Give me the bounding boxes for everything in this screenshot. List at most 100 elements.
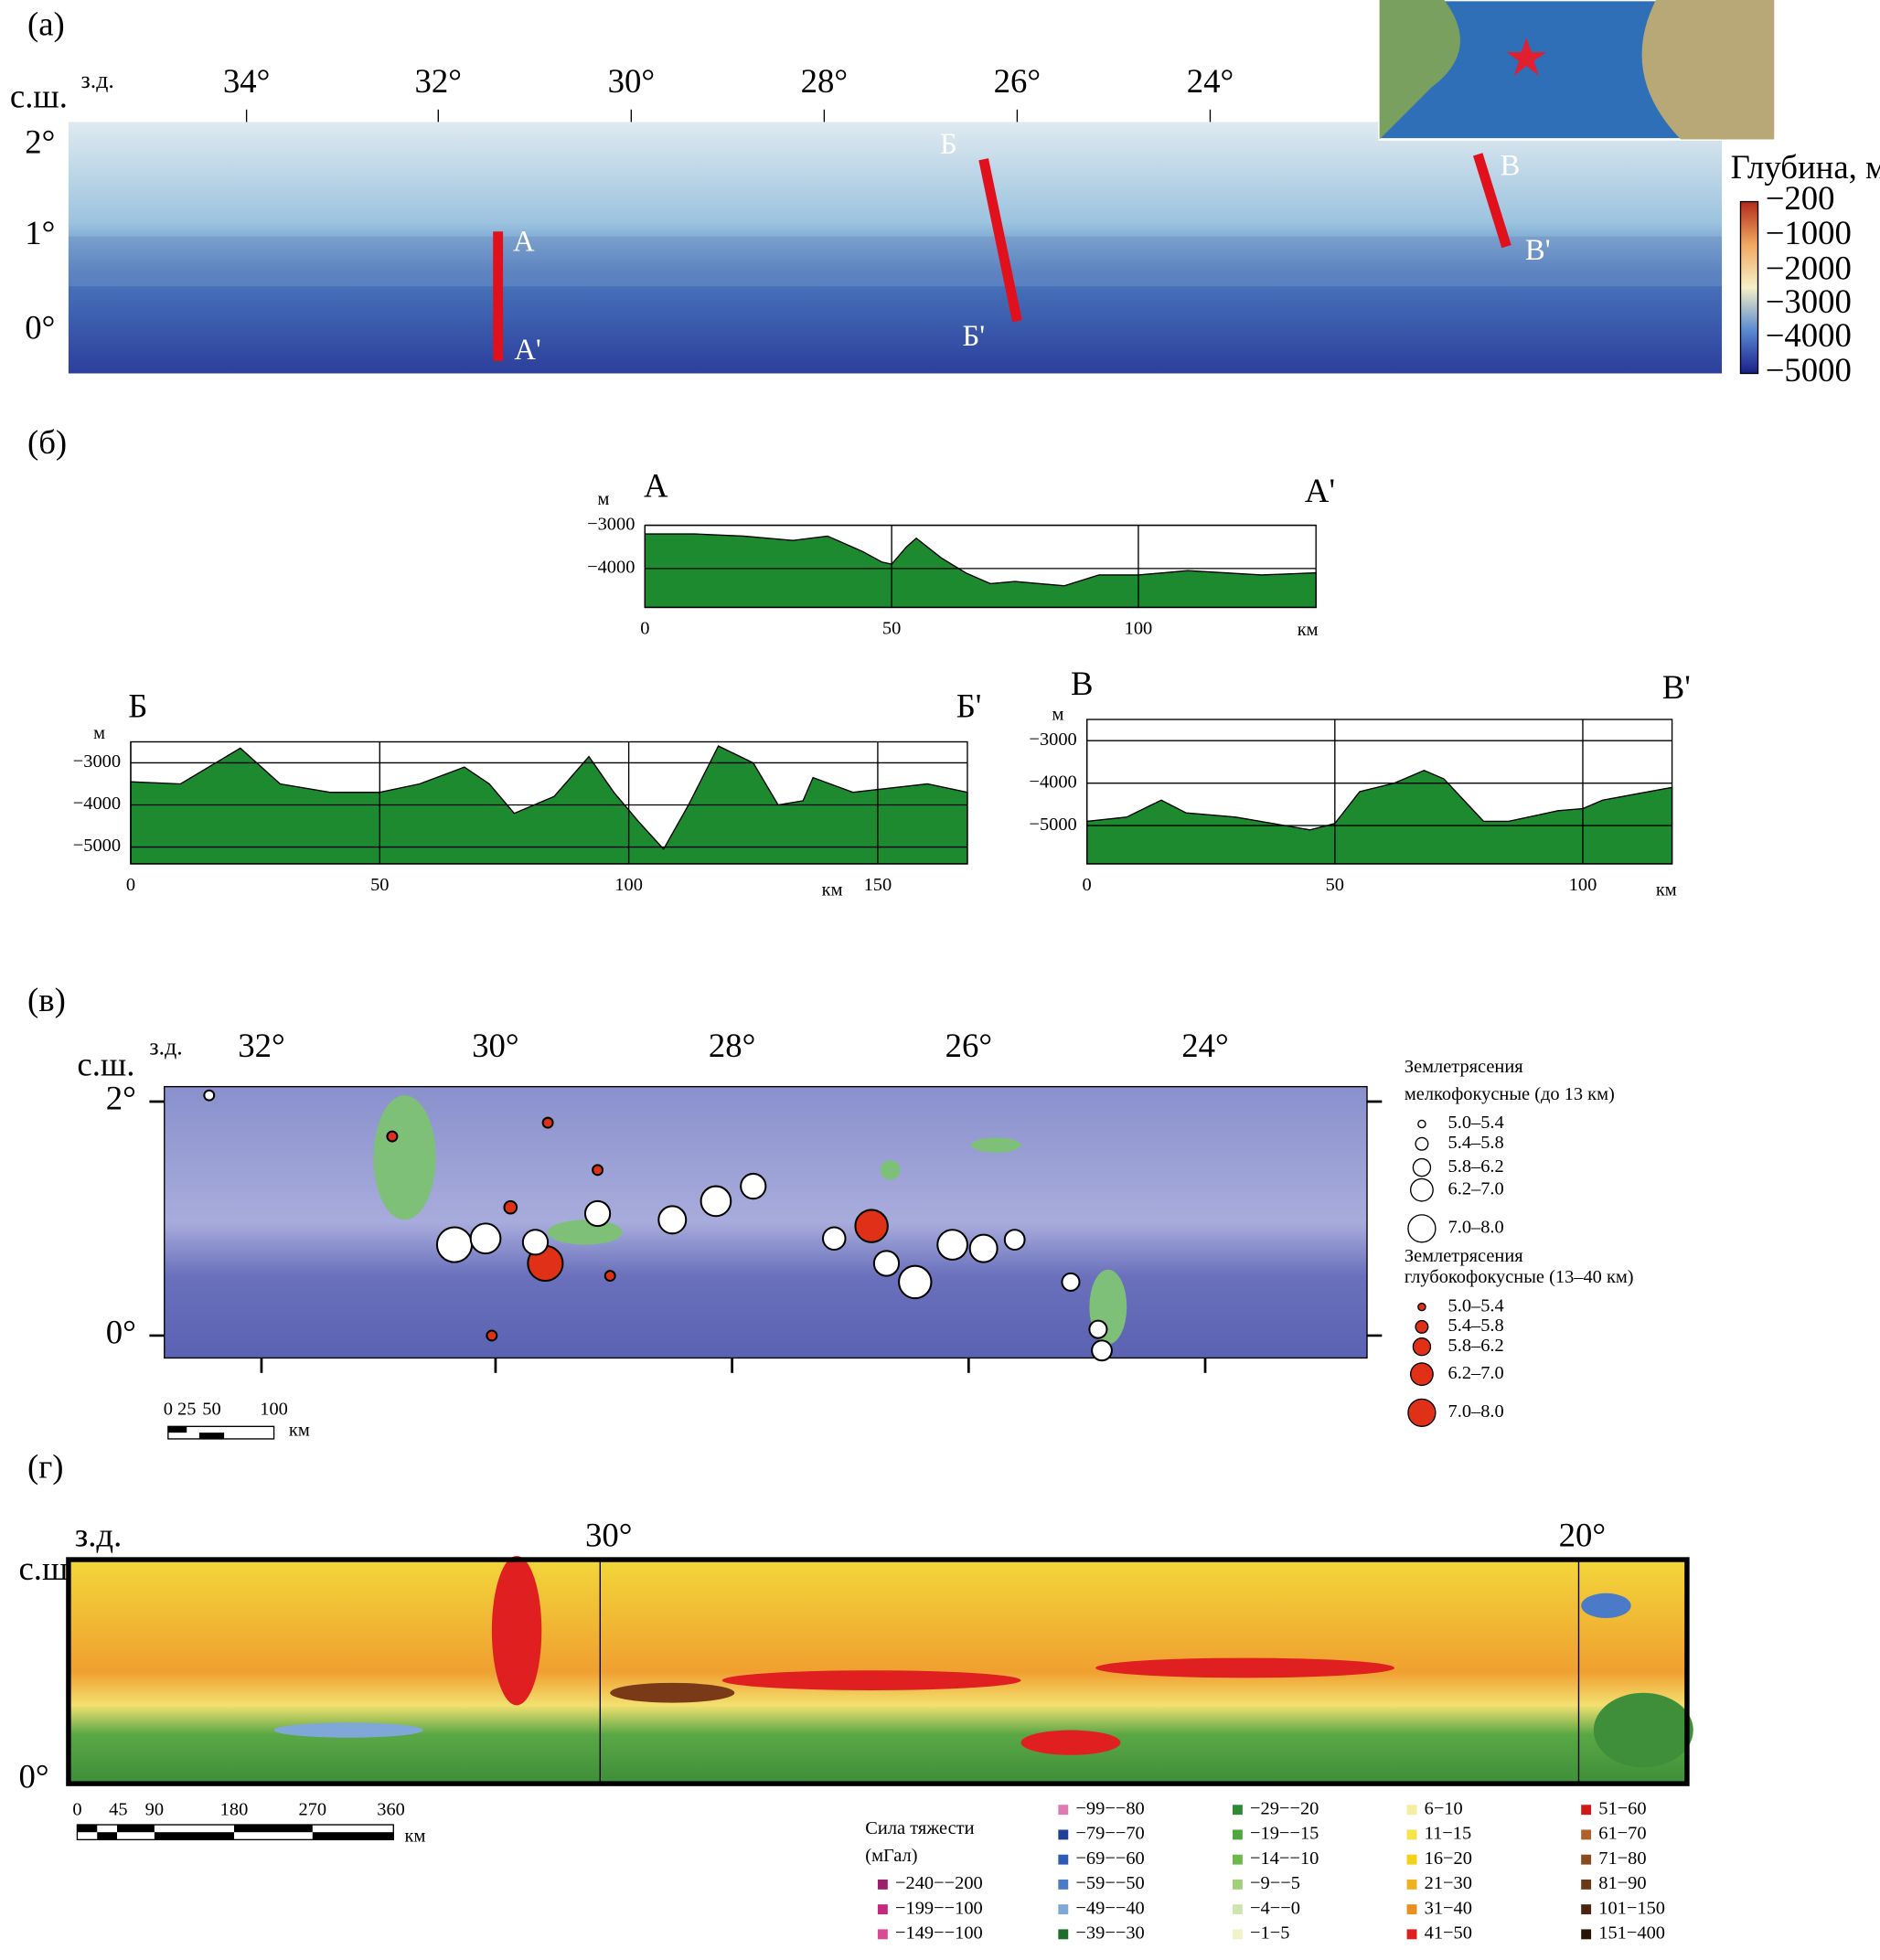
legend-label: 6.2–7.0 [1448,1363,1504,1383]
map-frame [66,1557,1690,1786]
legend-label: 41−50 [1425,1923,1472,1944]
legend-symbol [1409,1177,1434,1202]
legend-label: −1−5 [1250,1923,1289,1944]
legend-swatch [1406,1904,1417,1915]
lon-label: 28° [801,62,848,100]
earthquakes [203,1089,1113,1362]
scale-label: 270 [298,1800,326,1820]
lat-label: 0° [106,1313,136,1350]
legend-label: 5.4–5.8 [1448,1133,1504,1153]
section-label: А [513,225,535,258]
y-tick-label: −4000 [73,794,121,814]
legend-title: Сила тяжести [865,1818,974,1838]
legend-swatch [1058,1929,1069,1940]
legend-title: глубокофокусные (13–40 км) [1405,1267,1634,1287]
x-tick-label: 100 [614,875,643,895]
panel-label: (в) [27,981,66,1018]
legend-swatch [1581,1879,1592,1890]
lon-label: 24° [1187,62,1234,100]
legend-label: 5.0–5.4 [1448,1113,1504,1133]
legend-swatch [1058,1805,1069,1816]
y-tick-label: −4000 [1029,772,1076,792]
legend-swatch [1058,1879,1069,1890]
legend-title: (мГал) [865,1846,917,1866]
colorbar-label: −3000 [1766,282,1852,320]
x-unit: км [1656,880,1677,900]
lon-corner: з.д. [149,1034,182,1060]
legend-label: −79−−70 [1075,1824,1144,1844]
lon-label: 30° [585,1516,632,1553]
legend-swatch [1406,1805,1417,1816]
x-tick-label: 50 [1326,875,1344,895]
lon-label: 28° [709,1027,755,1064]
legend-symbol [1412,1337,1432,1357]
legend-label: −149−−100 [895,1923,983,1944]
y-tick-label: −5000 [1029,815,1076,835]
legend-label: 5.0–5.4 [1448,1295,1504,1316]
section-line [978,158,1022,323]
x-tick-label: 0 [1083,875,1092,895]
legend-swatch [1406,1879,1417,1890]
lon-label: 26° [994,62,1041,100]
x-tick-label: 50 [882,619,901,639]
panel-label: (б) [27,423,67,461]
profile-end: В' [1662,668,1691,706]
scale-label: 90 [145,1800,164,1820]
x-tick-label: 150 [864,875,892,895]
lon-label: 30° [608,62,655,100]
scale-bar [77,1825,394,1840]
legend-label: −59−−50 [1075,1873,1144,1893]
inset-land [1641,0,1775,140]
y-unit: м [1052,705,1064,725]
legend-label: 7.0–8.0 [1448,1401,1504,1422]
legend-label: 6.2–7.0 [1448,1178,1504,1198]
section-label: В' [1525,234,1551,267]
legend-swatch [877,1879,888,1890]
y-tick-label: −3000 [1029,730,1076,750]
lat-corner: с.ш. [10,77,68,114]
legend-label: −4−−0 [1250,1898,1300,1918]
x-tick-label: 100 [1125,619,1153,639]
x-unit: км [822,880,843,900]
legend-swatch [1406,1929,1417,1940]
legend-label: 6−10 [1425,1798,1463,1818]
profile-area [1085,769,1673,865]
x-tick-label: 0 [126,875,135,895]
colorbar-label: −1000 [1766,214,1852,251]
section-label: Б' [963,320,986,353]
legend-label: 151−400 [1598,1923,1665,1944]
legend-label: 61−70 [1598,1824,1646,1844]
colorbar-label: −2000 [1766,249,1852,286]
legend-swatch [1058,1854,1069,1865]
y-unit: м [598,489,610,509]
lat-label: 0° [18,1757,48,1795]
lon-label: 24° [1181,1027,1228,1064]
legend-symbol [1415,1136,1429,1151]
location-star [1506,37,1547,77]
lon-label: 30° [472,1027,518,1064]
lon-label: 34° [223,62,270,100]
legend-swatch [877,1929,888,1940]
lat-label: 1° [25,214,55,251]
legend-swatch [1581,1829,1592,1840]
legend-label: −240−−200 [895,1873,983,1893]
scale-label: 0 [164,1399,173,1419]
legend-title: мелкофокусные (до 13 км) [1405,1084,1615,1104]
x-tick-label: 50 [370,875,389,895]
legend-label: 5.4–5.8 [1448,1316,1504,1336]
legend-label: −19−−15 [1250,1824,1319,1844]
y-tick-label: −3000 [587,514,635,534]
legend-swatch [877,1904,888,1915]
scale-label: 100 [260,1399,288,1419]
legend-swatch [1581,1805,1592,1816]
legend-swatch [1406,1854,1417,1865]
section-label: В [1501,149,1521,182]
shallow-areas [373,1095,1127,1345]
lat-label: 2° [106,1079,136,1116]
legend-swatch [1581,1904,1592,1915]
legend-swatch [1232,1904,1243,1915]
scale-label: 25 [177,1399,196,1419]
plot-frame [130,740,968,865]
legend-symbol [1407,1398,1437,1428]
profile-start: В [1071,665,1094,702]
